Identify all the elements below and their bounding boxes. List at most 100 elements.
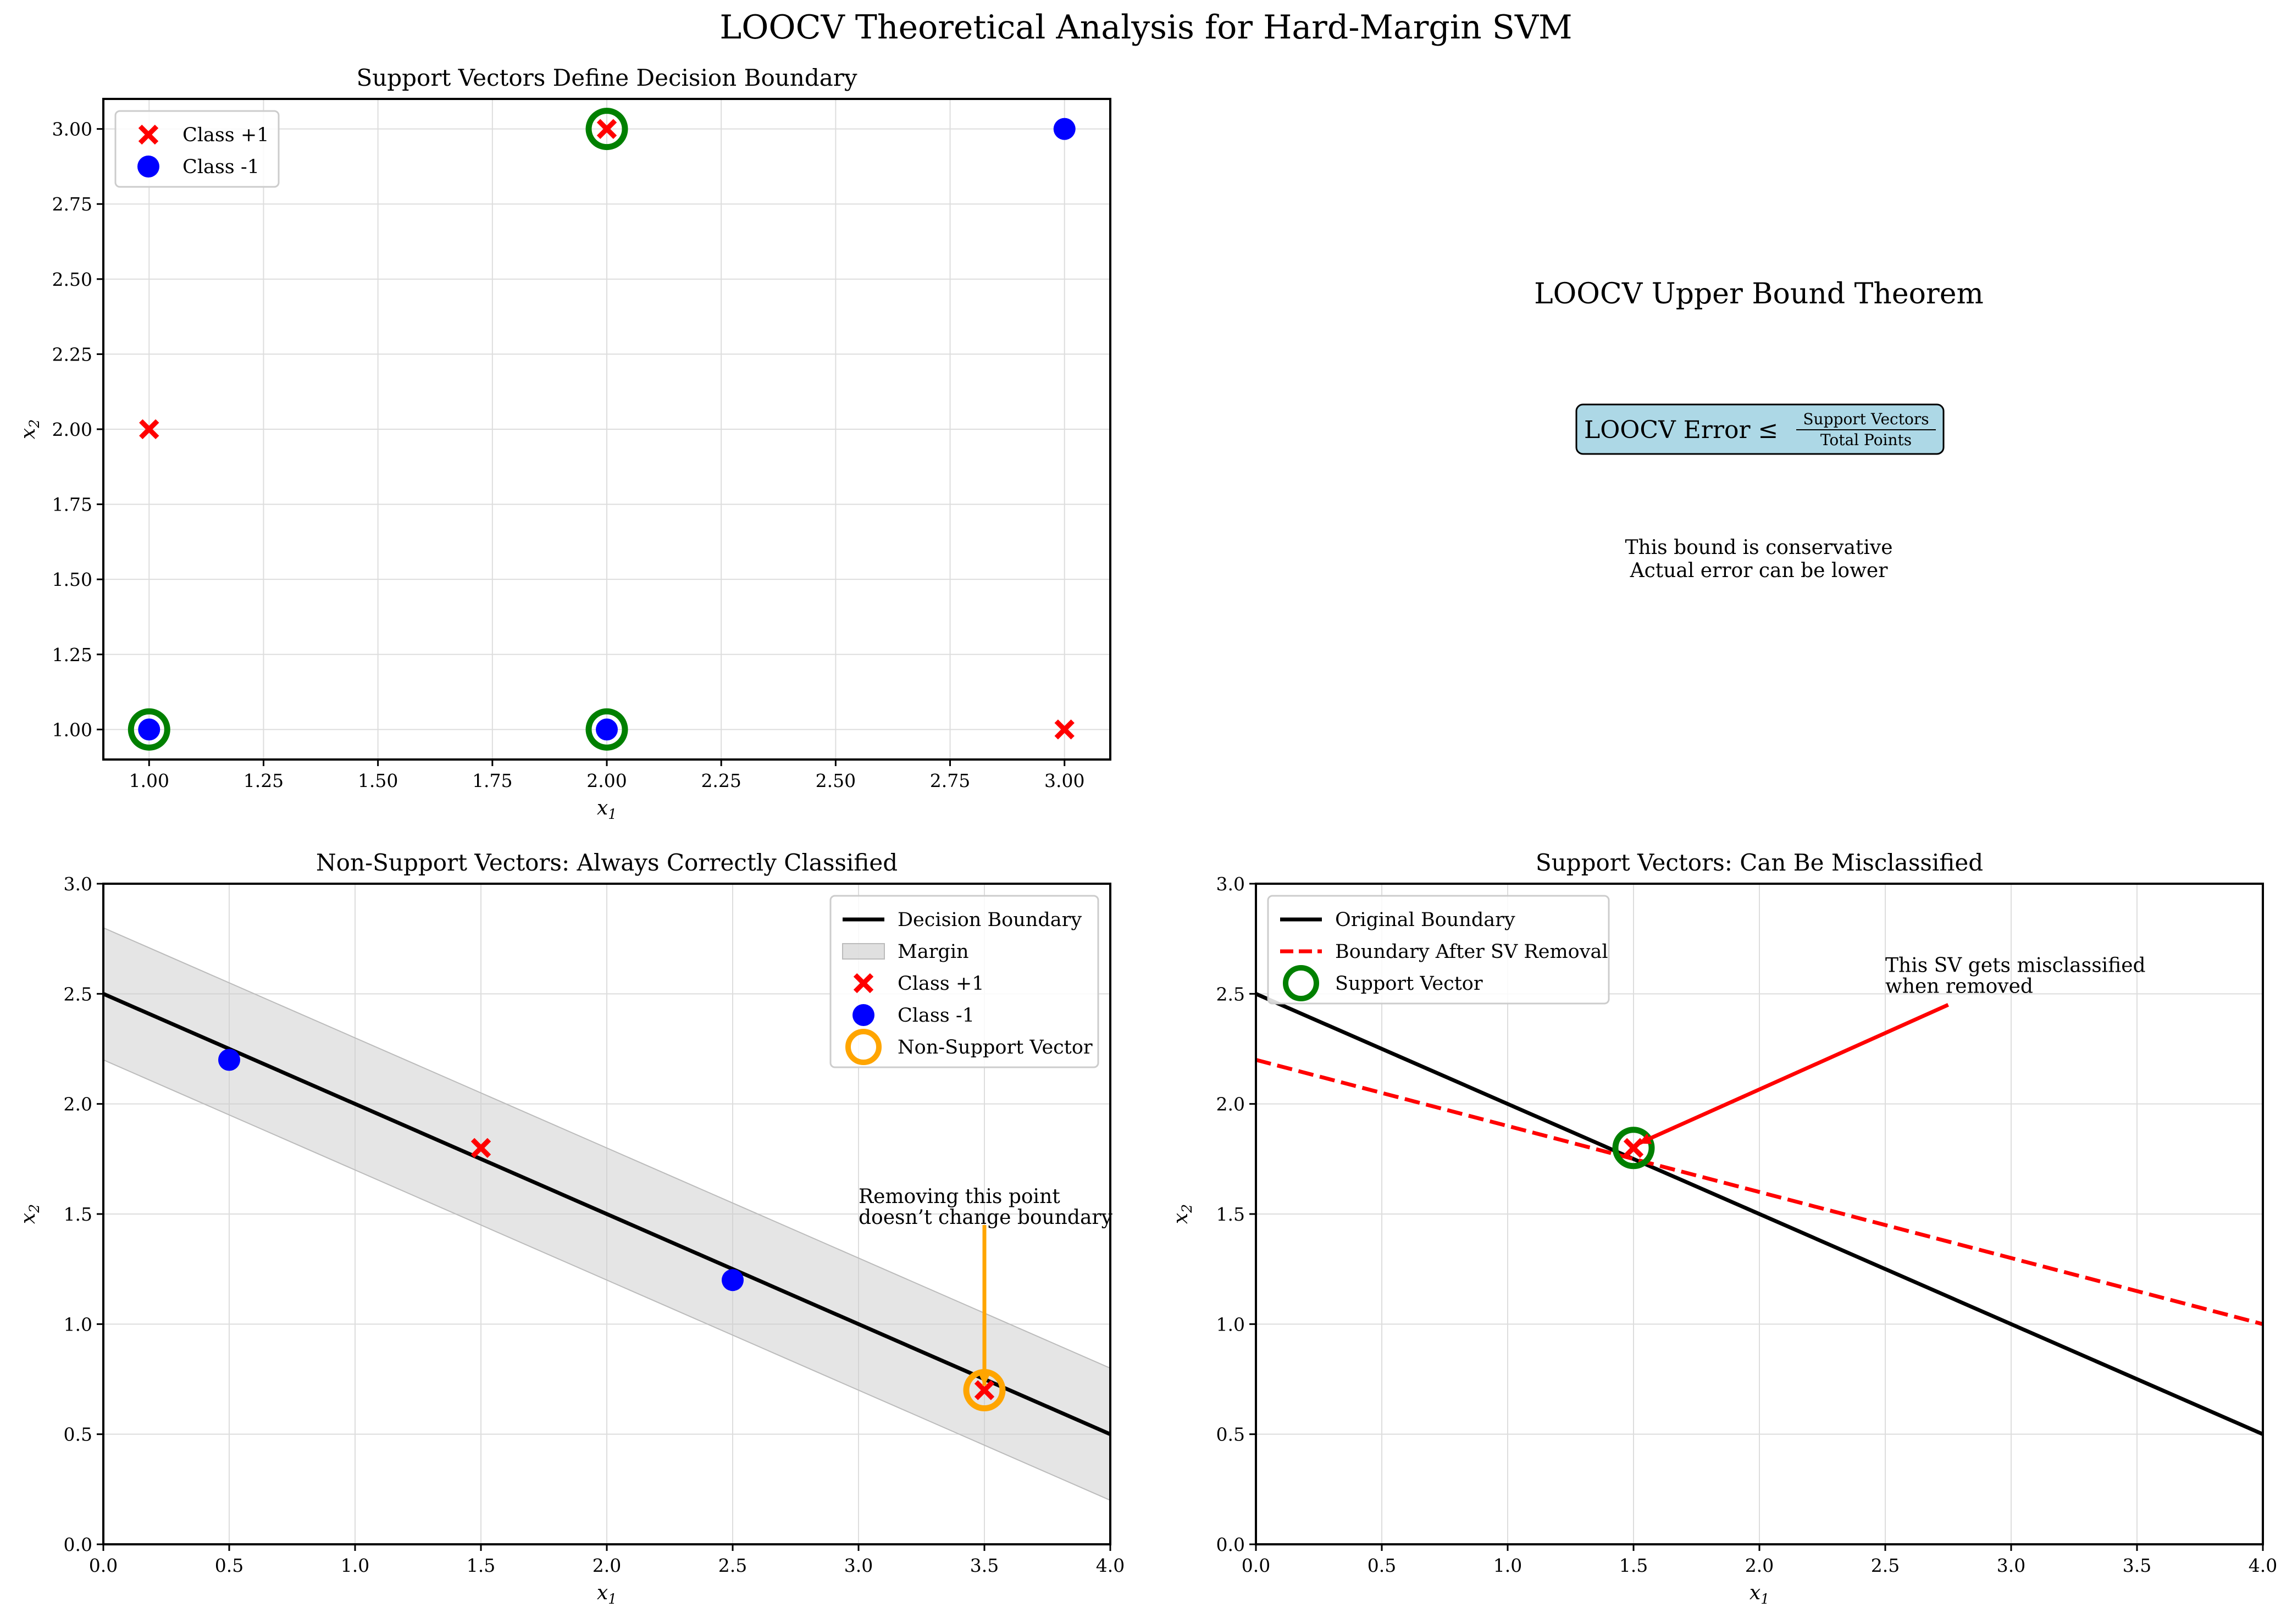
legend-swatch-patch (842, 943, 885, 960)
x-tick-label: 0.5 (215, 1555, 243, 1576)
legend-label: Class +1 (182, 124, 269, 146)
legend-swatch-dot (137, 156, 159, 178)
x-tick-label: 2.75 (930, 770, 970, 791)
chart-title: Non-Support Vectors: Always Correctly Cl… (316, 849, 898, 876)
y-tick-label: 0.5 (64, 1424, 92, 1445)
y-tick-label: 3.0 (1216, 873, 1245, 895)
plot-area (128, 108, 1076, 751)
theorem-note-2: Actual error can be lower (1630, 559, 1889, 582)
x-tick-label: 1.25 (243, 770, 284, 791)
legend-label: Decision Boundary (898, 909, 1082, 931)
legend-label: Class -1 (182, 156, 259, 178)
legend-label: Margin (898, 941, 969, 963)
x-tick-label: 1.00 (129, 770, 169, 791)
y-tick-label: 1.5 (1216, 1204, 1245, 1225)
highlight-ring (585, 708, 628, 751)
theorem-panel: LOOCV Upper Bound Theorem LOOCV Error ≤ … (1534, 278, 1984, 582)
x-tick-label: 0.0 (89, 1555, 118, 1576)
highlight-ring (128, 708, 170, 751)
annotation-arrow-head (1638, 1133, 1652, 1144)
point-class-plus (1054, 719, 1075, 740)
x-tick-label: 0.5 (1368, 1555, 1396, 1576)
point-class-plus (596, 119, 617, 139)
x-tick-label: 1.5 (1619, 1555, 1648, 1576)
chart-non-support-vectors: Non-Support Vectors: Always Correctly Cl… (17, 849, 1125, 1607)
annotation-text: This SV gets misclassified (1885, 954, 2146, 977)
y-tick-label: 3.00 (52, 119, 92, 140)
x-tick-label: 2.5 (1871, 1555, 1900, 1576)
x-tick-label: 1.5 (467, 1555, 495, 1576)
legend-label: Boundary After SV Removal (1335, 941, 1608, 963)
y-axis-label: x2 (17, 419, 42, 439)
x-tick-label: 3.5 (970, 1555, 999, 1576)
legend-box (829, 895, 1099, 1068)
theorem-formula-lhs: LOOCV Error ≤ (1584, 416, 1778, 444)
y-tick-label: 3.0 (64, 873, 92, 895)
figure-title: LOOCV Theoretical Analysis for Hard-Marg… (719, 8, 1572, 47)
legend-swatch-x (138, 124, 159, 145)
x-tick-label: 2.5 (718, 1555, 747, 1576)
y-tick-label: 2.5 (1216, 983, 1245, 1005)
legend-label: Class +1 (898, 973, 984, 995)
point-class-minus (1053, 118, 1076, 140)
point-class-minus (138, 718, 160, 741)
y-tick-label: 1.25 (52, 644, 92, 666)
plot-area (103, 927, 1110, 1501)
x-tick-label: 1.75 (472, 770, 512, 791)
y-tick-label: 1.50 (52, 569, 92, 590)
y-tick-label: 2.0 (64, 1094, 92, 1115)
series-line-after-removal (1256, 1058, 2263, 1326)
point-class-minus (722, 1269, 744, 1292)
series-line-original (1256, 992, 2263, 1436)
annotation-arrow (1637, 1003, 1949, 1145)
x-tick-label: 2.0 (593, 1555, 621, 1576)
y-tick-label: 2.25 (52, 343, 92, 365)
theorem-note-1: This bound is conservative (1625, 536, 1892, 559)
theorem-formula-numerator: Support Vectors (1803, 410, 1929, 428)
y-axis-label: x2 (1170, 1204, 1195, 1224)
theorem-formula-denominator: Total Points (1820, 431, 1912, 449)
point-class-plus (974, 1380, 995, 1400)
x-tick-label: 3.0 (1997, 1555, 2025, 1576)
x-tick-label: 1.0 (341, 1555, 369, 1576)
legend-swatch-ring (845, 1029, 882, 1065)
x-tick-label: 2.50 (816, 770, 856, 791)
y-tick-label: 0.0 (64, 1534, 92, 1555)
legend: Class +1 Class -1 (114, 110, 280, 188)
y-tick-label: 1.00 (52, 719, 92, 740)
y-tick-label: 1.75 (52, 494, 92, 516)
chart-title: Support Vectors: Can Be Misclassified (1536, 849, 1983, 876)
x-tick-label: 1.50 (358, 770, 398, 791)
point-class-minus (596, 718, 618, 741)
x-tick-label: 0.0 (1242, 1555, 1270, 1576)
chart-misclassified-support-vectors: Support Vectors: Can Be Misclassified Thi… (1170, 849, 2277, 1607)
legend-label: Support Vector (1335, 973, 1483, 995)
x-tick-label: 3.5 (2123, 1555, 2151, 1576)
y-tick-label: 2.75 (52, 193, 92, 215)
x-tick-label: 2.00 (586, 770, 627, 791)
legend-box (1267, 895, 1610, 1005)
x-axis-label: x1 (597, 1582, 617, 1607)
legend-swatch-x (853, 973, 874, 994)
legend-label: Original Boundary (1335, 909, 1515, 931)
x-tick-label: 2.25 (701, 770, 741, 791)
annotation-text: Removing this point (859, 1185, 1060, 1208)
theorem-formula-box (1575, 403, 1945, 455)
x-tick-label: 1.0 (1493, 1555, 1522, 1576)
point-class-plus (139, 419, 159, 440)
y-tick-label: 2.50 (52, 269, 92, 290)
legend-label: Non-Support Vector (898, 1037, 1093, 1058)
decision-boundary-line (103, 992, 1110, 1436)
x-tick-label: 4.0 (1096, 1555, 1125, 1576)
legend-swatch-ring (1283, 965, 1319, 1001)
legend-swatch-dot (852, 1004, 874, 1026)
y-tick-label: 2.5 (64, 983, 92, 1005)
y-tick-label: 1.5 (64, 1204, 92, 1225)
x-tick-label: 2.0 (1745, 1555, 1774, 1576)
point-class-minus (218, 1049, 240, 1071)
annotation-arrow-head (978, 1373, 990, 1386)
y-tick-label: 1.0 (1216, 1313, 1245, 1335)
x-tick-label: 3.00 (1044, 770, 1084, 791)
x-tick-label: 3.0 (844, 1555, 873, 1576)
